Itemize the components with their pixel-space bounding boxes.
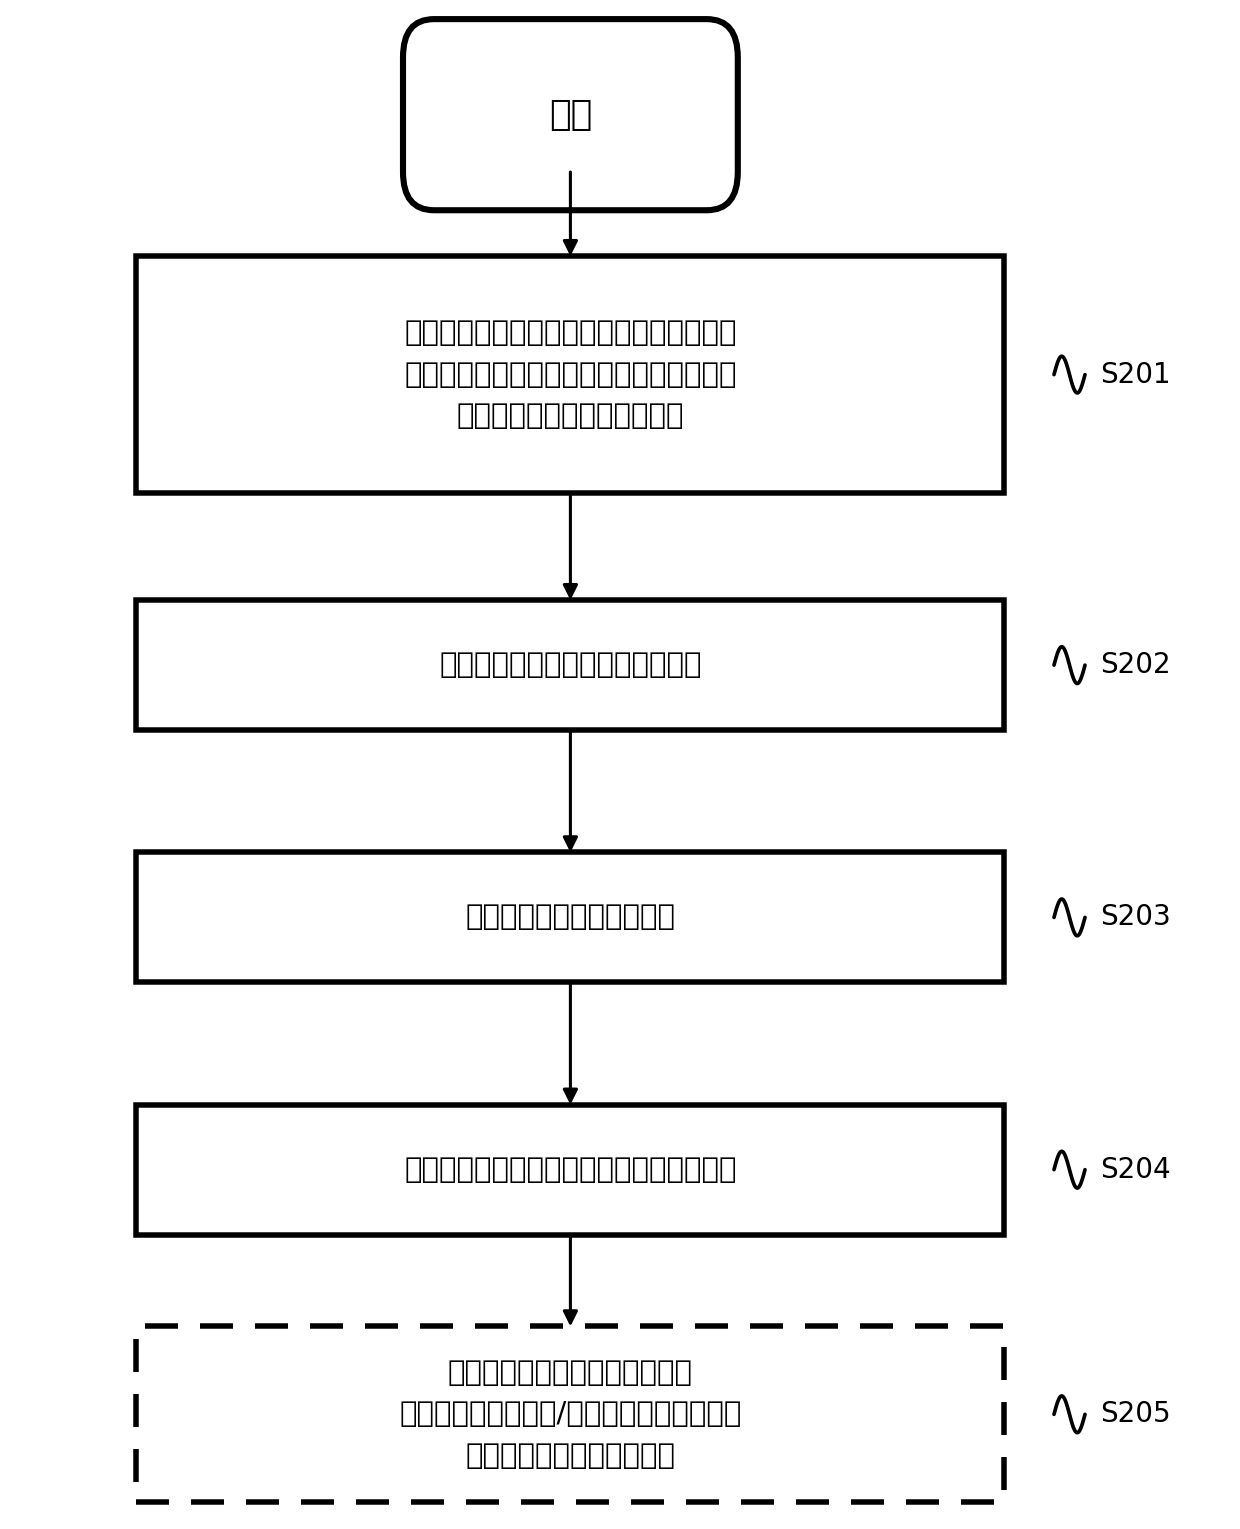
Text: S204: S204 <box>1100 1156 1171 1183</box>
Text: 采集本地音频并发送至第二用户
一侧的终端设备；和/或接收并播放来自第二
用户一侧的终端设备的音频: 采集本地音频并发送至第二用户 一侧的终端设备；和/或接收并播放来自第二 用户一侧… <box>399 1359 742 1469</box>
FancyBboxPatch shape <box>136 852 1004 982</box>
Text: 获取与所述操作相关的参数: 获取与所述操作相关的参数 <box>465 904 676 931</box>
Text: S201: S201 <box>1100 361 1171 388</box>
FancyBboxPatch shape <box>136 1326 1004 1501</box>
Text: 接收第一用户关于文档执行的操作: 接收第一用户关于文档执行的操作 <box>439 651 702 679</box>
Text: 开始: 开始 <box>549 98 591 131</box>
Text: S202: S202 <box>1100 651 1171 679</box>
FancyBboxPatch shape <box>403 18 738 209</box>
Text: S205: S205 <box>1100 1401 1171 1428</box>
FancyBboxPatch shape <box>136 601 1004 731</box>
FancyBboxPatch shape <box>136 255 1004 492</box>
Text: S203: S203 <box>1100 904 1171 931</box>
Text: 将所述参数发送给第二用户一侧的终端设备: 将所述参数发送给第二用户一侧的终端设备 <box>404 1156 737 1183</box>
FancyBboxPatch shape <box>136 1104 1004 1235</box>
Text: 获取至少与当前演示位置相关的部分文档，
其中所述部分文档被发送给观看文档远程演
示的第二用户一侧的终端设备: 获取至少与当前演示位置相关的部分文档， 其中所述部分文档被发送给观看文档远程演 … <box>404 320 737 430</box>
